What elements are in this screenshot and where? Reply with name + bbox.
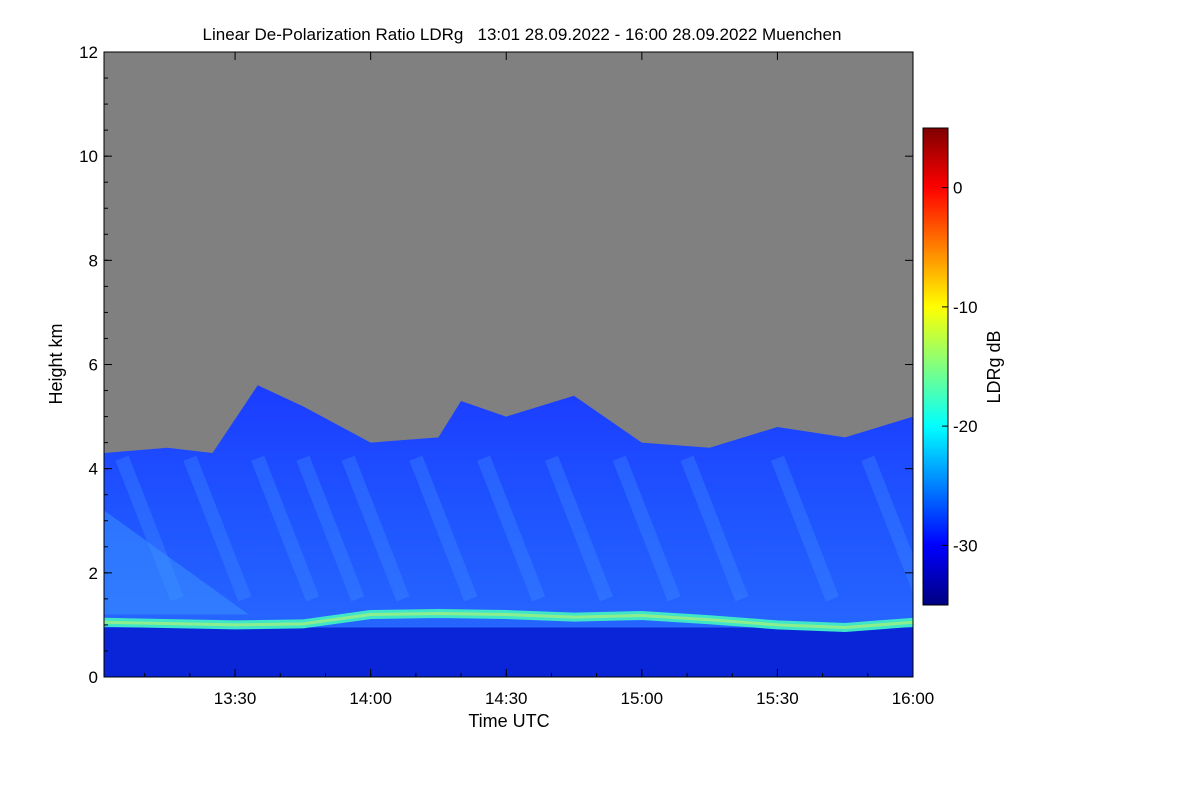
lower-atmosphere <box>104 627 913 677</box>
x-tick-label: 14:00 <box>349 689 392 708</box>
x-axis: 13:30 14:00 14:30 15:00 15:30 16:00 <box>144 52 935 708</box>
colorbar-tick-label: 0 <box>953 179 962 198</box>
fall-streak <box>296 455 365 602</box>
x-tick-label: 15:00 <box>621 689 664 708</box>
y-tick-label: 6 <box>89 356 98 375</box>
cloud-layer <box>104 385 913 677</box>
fall-streak <box>341 455 410 602</box>
fall-streaks <box>104 455 913 615</box>
y-axis-label: Height km <box>46 323 66 404</box>
x-tick-label: 14:30 <box>485 689 528 708</box>
colorbar-label: LDRg dB <box>984 330 1004 403</box>
x-tick-label: 13:30 <box>214 689 257 708</box>
plot-area <box>104 52 913 677</box>
colorbar-ticks: 0 -10 -20 -30 <box>942 179 978 555</box>
fall-streak <box>477 455 546 602</box>
colorbar-tick-label: -10 <box>953 298 978 317</box>
fall-streak <box>612 455 681 602</box>
colorbar-tick-label: -20 <box>953 417 978 436</box>
fall-streak <box>183 455 252 602</box>
y-tick-label: 0 <box>89 668 98 687</box>
chart-title: Linear De-Polarization Ratio LDRg 13:01 … <box>203 25 842 44</box>
x-axis-label: Time UTC <box>468 711 549 731</box>
y-tick-label: 8 <box>89 251 98 270</box>
y-axis: 0 2 4 6 8 10 12 <box>79 43 913 687</box>
y-tick-label: 12 <box>79 43 98 62</box>
y-tick-label: 10 <box>79 147 98 166</box>
fall-streak <box>680 455 749 602</box>
fall-streak <box>770 455 839 602</box>
y-tick-label: 2 <box>89 564 98 583</box>
boundary-layer-core <box>104 611 913 630</box>
aerosol-plume <box>104 510 249 615</box>
colorbar <box>922 127 949 606</box>
fall-streak <box>544 455 613 602</box>
x-tick-label: 16:00 <box>892 689 935 708</box>
fall-streak <box>861 455 913 594</box>
y-tick-label: 4 <box>89 460 98 479</box>
fall-streak <box>409 455 478 602</box>
colorbar-tick-label: -30 <box>953 536 978 555</box>
fall-streak <box>115 455 184 602</box>
x-tick-label: 15:30 <box>756 689 799 708</box>
fall-streak <box>251 455 320 602</box>
